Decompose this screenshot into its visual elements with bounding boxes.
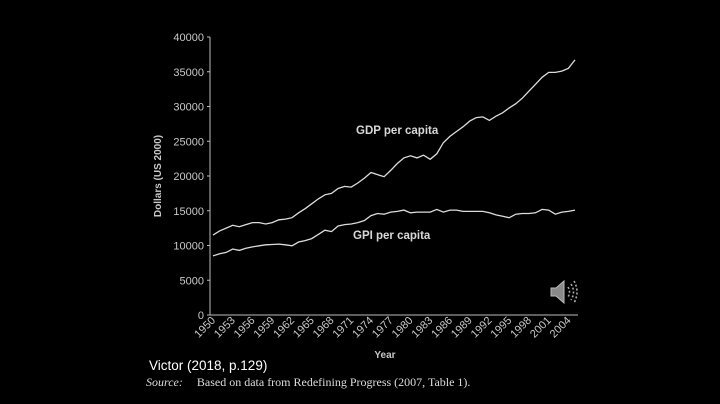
- source-note: Source: Based on data from Redefining Pro…: [146, 375, 470, 390]
- x-tick-label: 1977: [370, 315, 396, 341]
- x-tick-label: 1950: [192, 315, 218, 341]
- series-lines: [212, 59, 576, 257]
- y-tick-label: 10000: [173, 241, 204, 253]
- y-tick-label: 40000: [173, 32, 204, 44]
- citation-caption: Victor (2018, p.129): [149, 358, 268, 373]
- x-tick-label: 1953: [212, 315, 238, 341]
- x-tick-label: 1992: [469, 315, 495, 341]
- x-tick-label: 1962: [271, 315, 297, 341]
- series-line-gpi: [212, 208, 576, 257]
- x-axis-label: Year: [374, 350, 395, 361]
- y-axis-label: Dollars (US 2000): [153, 135, 164, 217]
- x-tick-label: 1959: [252, 315, 278, 341]
- series-label-gdp: GDP per capita: [356, 125, 439, 137]
- x-tick-label: 1968: [311, 315, 337, 341]
- x-tick-label: 2001: [528, 315, 554, 341]
- x-tick-label: 2004: [548, 315, 574, 341]
- speaker-icon-graphic: [550, 279, 578, 305]
- source-text: Based on data from Redefining Progress (…: [196, 375, 471, 389]
- x-tick-label: 1998: [508, 315, 534, 341]
- y-tick-label: 30000: [173, 102, 204, 114]
- x-tick-label: 1956: [232, 315, 258, 341]
- x-tick-label: 1989: [449, 315, 475, 341]
- series-label-gpi: GPI per capita: [353, 230, 431, 242]
- tick-labels: 0 5000 10000 15000 20000 25000 30000 35000 40000…: [173, 32, 573, 340]
- y-tick-label: 0: [198, 310, 204, 322]
- x-tick-label: 1983: [410, 315, 436, 341]
- source-label: Source:: [146, 375, 183, 389]
- y-tick-label: 5000: [180, 275, 204, 287]
- y-tick-label: 15000: [173, 206, 204, 218]
- y-tick-label: 35000: [173, 67, 204, 79]
- y-tick-label: 20000: [173, 171, 204, 183]
- axes: [207, 36, 578, 316]
- x-tick-label: 1971: [331, 315, 357, 341]
- x-tick-label: 1986: [429, 315, 455, 341]
- x-tick-label: 1965: [291, 315, 317, 341]
- x-tick-label: 1974: [350, 315, 376, 341]
- y-tick-label: 25000: [173, 136, 204, 148]
- x-tick-label: 1995: [489, 315, 515, 341]
- series-line-gdp: [212, 59, 576, 236]
- x-tick-label: 1980: [390, 315, 416, 341]
